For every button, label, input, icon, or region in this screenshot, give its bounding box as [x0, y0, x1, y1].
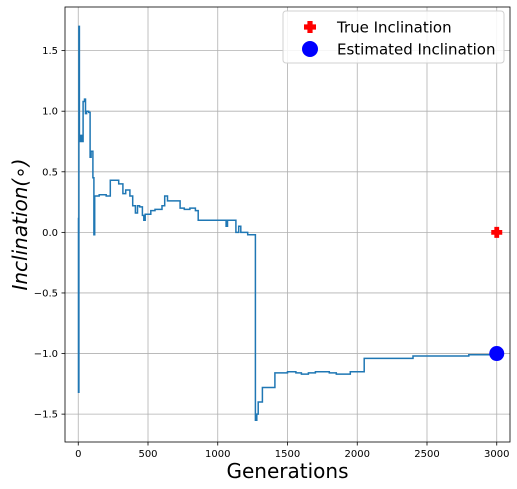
y-tick-label: 0.0: [42, 228, 58, 239]
y-tick-label: −1.0: [34, 349, 58, 360]
legend-true-marker: [304, 21, 316, 33]
y-tick-label: −1.5: [34, 410, 58, 421]
x-tick-label: 0: [75, 449, 81, 460]
x-tick-label: 2000: [345, 449, 370, 460]
y-tick-label: −0.5: [34, 288, 58, 299]
x-axis-label: Generations: [227, 459, 349, 483]
legend-label: Estimated Inclination: [337, 41, 496, 59]
x-tick-label: 1500: [275, 449, 300, 460]
x-tick-label: 3000: [484, 449, 509, 460]
estimated-inclination-marker: [489, 346, 505, 362]
x-ticks: 0 500 1000 1500 2000 2500 3000: [75, 442, 509, 460]
y-tick-label: 1.0: [42, 107, 58, 118]
inclination-series-line: [77, 25, 497, 421]
y-ticks: −1.5 −1.0 −0.5 0.0 0.5 1.0 1.5: [34, 46, 65, 421]
y-axis-label: Inclination(∘): [8, 158, 32, 290]
series-layer: [77, 25, 497, 421]
x-tick-label: 2500: [414, 449, 439, 460]
true-inclination-marker: [491, 226, 503, 238]
x-tick-label: 500: [138, 449, 157, 460]
marker-layer: [489, 226, 505, 362]
y-tick-label: 0.5: [42, 167, 58, 178]
x-tick-label: 1000: [205, 449, 230, 460]
legend-estimated-marker: [302, 41, 318, 57]
legend: True Inclination Estimated Inclination: [282, 10, 505, 64]
legend-box: [282, 10, 505, 64]
y-tick-label: 1.5: [42, 46, 58, 57]
legend-label: True Inclination: [336, 19, 452, 37]
